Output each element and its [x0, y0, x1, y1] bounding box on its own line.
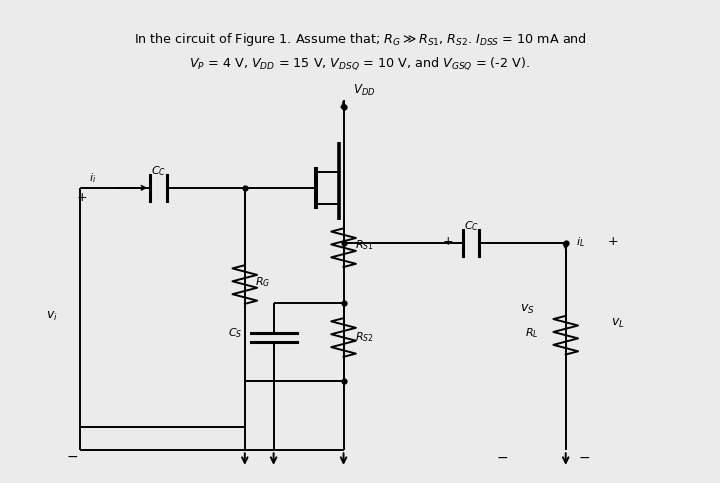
Text: $R_{S1}$: $R_{S1}$ [355, 239, 374, 252]
Text: +: + [76, 191, 87, 204]
Text: $-$: $-$ [496, 450, 508, 464]
Text: $C_C$: $C_C$ [464, 219, 479, 233]
Text: $C_S$: $C_S$ [228, 326, 243, 340]
Text: $i_L$: $i_L$ [577, 235, 585, 249]
Text: In the circuit of Figure 1. Assume that; $R_G \gg R_{S1}$, $R_{S2}$. $I_{DSS}$ =: In the circuit of Figure 1. Assume that;… [133, 31, 587, 48]
Text: $C_C$: $C_C$ [150, 164, 166, 178]
Text: $R_G$: $R_G$ [255, 275, 270, 289]
Text: $R_{S2}$: $R_{S2}$ [355, 330, 374, 344]
Text: $V_P$ = 4 V, $V_{DD}$ = 15 V, $V_{DSQ}$ = 10 V, and $V_{GSQ}$ = (-2 V).: $V_P$ = 4 V, $V_{DD}$ = 15 V, $V_{DSQ}$ … [189, 56, 531, 72]
Text: $v_i$: $v_i$ [45, 310, 58, 323]
Text: $+$: $+$ [442, 235, 454, 248]
Text: $R_L$: $R_L$ [525, 326, 538, 340]
Text: $V_{DD}$: $V_{DD}$ [354, 83, 376, 98]
Text: $+$: $+$ [607, 235, 618, 248]
Text: $i_i$: $i_i$ [89, 171, 96, 185]
Text: $v_S$: $v_S$ [521, 303, 535, 316]
Text: $-$: $-$ [66, 449, 78, 463]
Text: $-$: $-$ [578, 450, 590, 464]
Text: $v_L$: $v_L$ [611, 317, 625, 330]
